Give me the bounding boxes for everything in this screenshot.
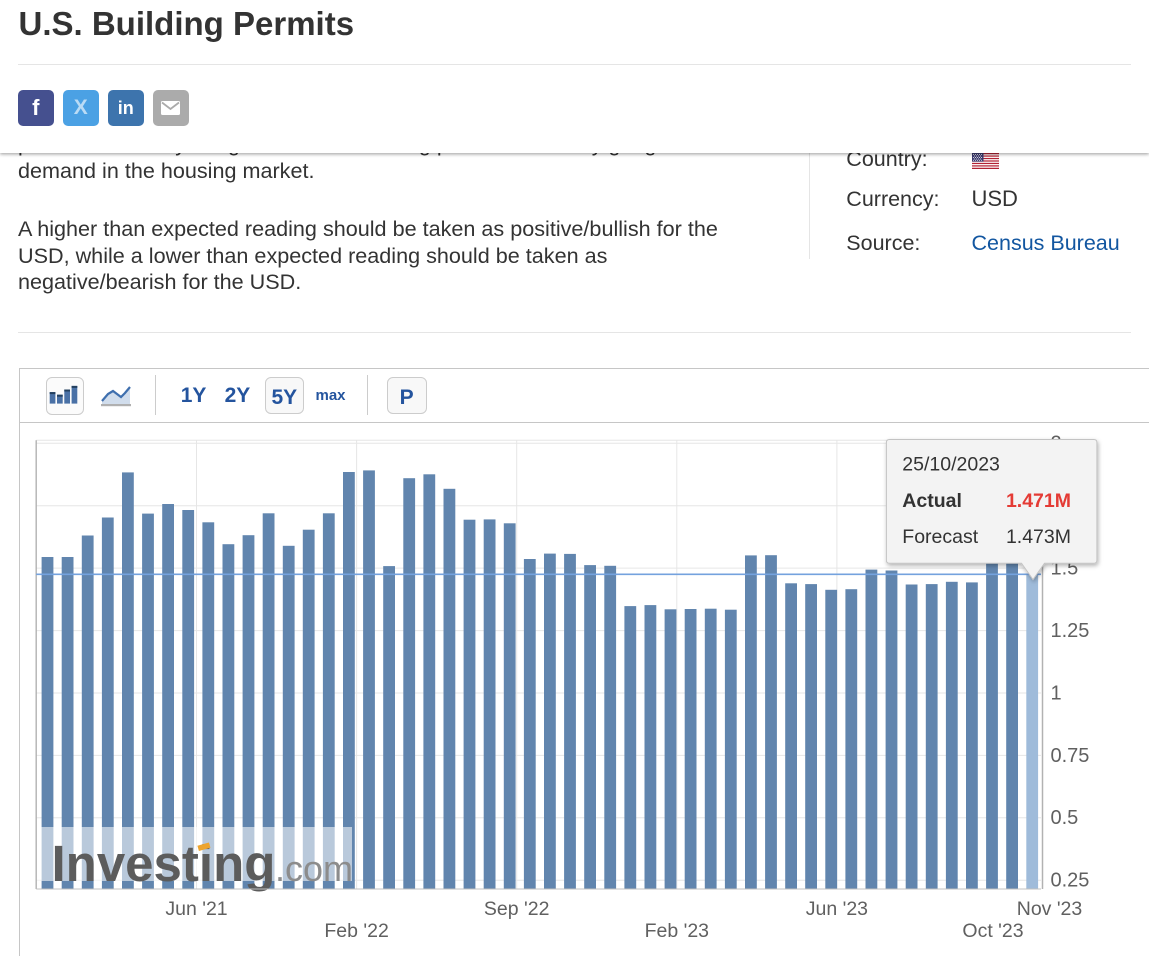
svg-text:.com: .com — [275, 848, 353, 889]
svg-text:Nov '23: Nov '23 — [1017, 898, 1083, 920]
svg-text:Feb '22: Feb '22 — [324, 920, 388, 942]
svg-text:Investing: Investing — [52, 835, 276, 892]
svg-text:1.471M: 1.471M — [1006, 490, 1071, 512]
svg-text:0.5: 0.5 — [1051, 807, 1079, 829]
svg-text:Forecast: Forecast — [902, 526, 978, 548]
svg-text:1.473M: 1.473M — [1006, 526, 1071, 548]
svg-text:Feb '23: Feb '23 — [645, 920, 709, 942]
svg-text:1: 1 — [1051, 682, 1062, 704]
svg-text:Jun '21: Jun '21 — [165, 898, 227, 920]
svg-text:25/10/2023: 25/10/2023 — [902, 454, 1000, 476]
svg-text:0.75: 0.75 — [1051, 745, 1090, 767]
svg-text:0.25: 0.25 — [1051, 870, 1090, 892]
svg-text:Oct '23: Oct '23 — [962, 920, 1023, 942]
svg-text:Sep '22: Sep '22 — [484, 898, 550, 920]
svg-text:Jun '23: Jun '23 — [806, 898, 868, 920]
svg-text:Actual: Actual — [902, 490, 962, 512]
svg-text:1.25: 1.25 — [1051, 620, 1090, 642]
